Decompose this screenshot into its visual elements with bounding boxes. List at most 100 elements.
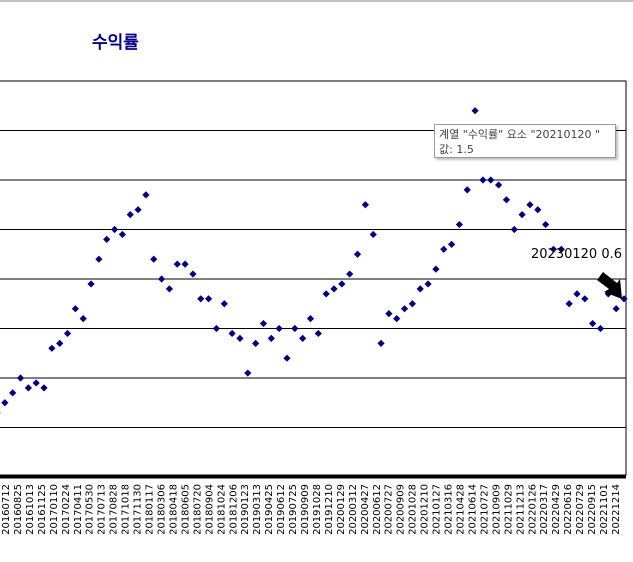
- x-tick-label: 20220126: [527, 484, 538, 535]
- plot-area-frame: [0, 80, 627, 476]
- x-tick-label: 20191028: [312, 484, 323, 535]
- data-point[interactable]: [502, 196, 511, 204]
- data-point[interactable]: [385, 310, 393, 318]
- data-point[interactable]: [71, 305, 79, 313]
- data-point[interactable]: [56, 339, 64, 347]
- data-point[interactable]: [487, 176, 495, 184]
- data-point[interactable]: [400, 305, 409, 313]
- annotation-arrow: [597, 272, 622, 299]
- data-point[interactable]: [259, 319, 268, 328]
- data-point[interactable]: [557, 245, 565, 253]
- data-point[interactable]: [495, 181, 503, 189]
- data-point[interactable]: [447, 240, 456, 248]
- x-tick-labels: 20160712 20160825 20161013 20161125 20170110…: [1, 484, 622, 535]
- data-point[interactable]: [205, 295, 213, 303]
- data-point[interactable]: [361, 201, 369, 209]
- data-point[interactable]: [549, 245, 558, 253]
- data-point[interactable]: [252, 339, 260, 347]
- x-tick-label: 20210428: [456, 484, 467, 535]
- data-point[interactable]: [424, 280, 432, 288]
- data-point[interactable]: [103, 235, 111, 243]
- data-point[interactable]: [463, 186, 471, 194]
- data-point[interactable]: [244, 369, 252, 377]
- data-point[interactable]: [322, 290, 330, 298]
- data-point[interactable]: [581, 295, 589, 303]
- x-tick-label: 20190612: [276, 484, 287, 535]
- x-tick-label: 20210614: [467, 484, 478, 535]
- data-point[interactable]: [40, 384, 48, 392]
- data-point[interactable]: [440, 245, 448, 253]
- data-point[interactable]: [291, 324, 299, 333]
- chart-title: 수익률: [92, 33, 139, 53]
- data-point[interactable]: [479, 176, 487, 184]
- data-point[interactable]: [87, 280, 95, 288]
- x-tick-label: 20221101: [599, 484, 610, 535]
- data-point[interactable]: [0, 409, 1, 416]
- data-point[interactable]: [32, 379, 40, 387]
- data-point[interactable]: [306, 315, 315, 323]
- data-point[interactable]: [338, 280, 346, 288]
- data-point[interactable]: [330, 285, 338, 293]
- data-point[interactable]: [95, 255, 103, 263]
- data-point[interactable]: [589, 319, 597, 328]
- data-point[interactable]: [110, 225, 119, 234]
- data-point[interactable]: [9, 389, 17, 397]
- data-point[interactable]: [157, 275, 166, 283]
- data-point[interactable]: [275, 324, 283, 333]
- data-point[interactable]: [189, 270, 197, 278]
- data-point[interactable]: [432, 265, 440, 273]
- data-point[interactable]: [369, 230, 377, 239]
- x-tick-label: 20160712: [1, 484, 12, 535]
- data-point[interactable]: [142, 191, 150, 199]
- data-point[interactable]: [228, 329, 236, 338]
- data-point[interactable]: [542, 220, 550, 229]
- data-point[interactable]: [393, 315, 401, 323]
- data-point[interactable]: [48, 344, 56, 352]
- data-point[interactable]: [1, 399, 9, 407]
- data-point[interactable]: [63, 329, 72, 338]
- data-point[interactable]: [620, 295, 628, 303]
- x-tick-label: 20170828: [109, 484, 120, 535]
- x-tick-label: 20190725: [288, 484, 299, 535]
- data-point[interactable]: [197, 295, 205, 303]
- data-point[interactable]: [134, 206, 142, 214]
- x-tick-label: 20171018: [121, 484, 132, 535]
- data-point[interactable]: [604, 290, 612, 298]
- data-point[interactable]: [346, 270, 354, 278]
- data-point[interactable]: [377, 339, 385, 347]
- data-point[interactable]: [79, 315, 87, 323]
- data-point[interactable]: [408, 300, 416, 308]
- data-point[interactable]: [16, 374, 25, 382]
- data-point[interactable]: [612, 305, 620, 313]
- data-point[interactable]: [416, 285, 424, 293]
- x-tick-label: 20180904: [204, 484, 215, 535]
- data-point[interactable]: [126, 211, 134, 219]
- x-tick-label: 20170411: [73, 484, 84, 535]
- data-point[interactable]: [565, 300, 573, 308]
- data-point[interactable]: [283, 354, 291, 362]
- data-point[interactable]: [534, 206, 542, 214]
- data-point[interactable]: [212, 324, 221, 333]
- data-point[interactable]: [526, 201, 534, 209]
- data-point[interactable]: [455, 220, 464, 229]
- data-point[interactable]: [510, 225, 518, 234]
- data-point[interactable]: [236, 334, 244, 342]
- data-point[interactable]: [118, 230, 126, 239]
- data-point[interactable]: [299, 334, 307, 342]
- data-point[interactable]: [353, 250, 362, 258]
- data-point[interactable]: [181, 260, 189, 268]
- x-tick-label: 20191210: [324, 484, 335, 535]
- data-point[interactable]: [596, 324, 605, 333]
- data-point[interactable]: [314, 329, 322, 338]
- data-point[interactable]: [267, 334, 275, 342]
- data-point[interactable]: [573, 290, 581, 298]
- data-point[interactable]: [220, 300, 228, 308]
- data-point[interactable]: [471, 107, 479, 115]
- x-tick-label: 20210316: [444, 484, 455, 535]
- data-point[interactable]: [173, 260, 181, 268]
- data-point[interactable]: [165, 285, 174, 293]
- data-point[interactable]: [150, 255, 158, 263]
- data-point[interactable]: [518, 211, 526, 219]
- data-point[interactable]: [24, 384, 32, 392]
- x-tick-label: 20200612: [372, 484, 383, 535]
